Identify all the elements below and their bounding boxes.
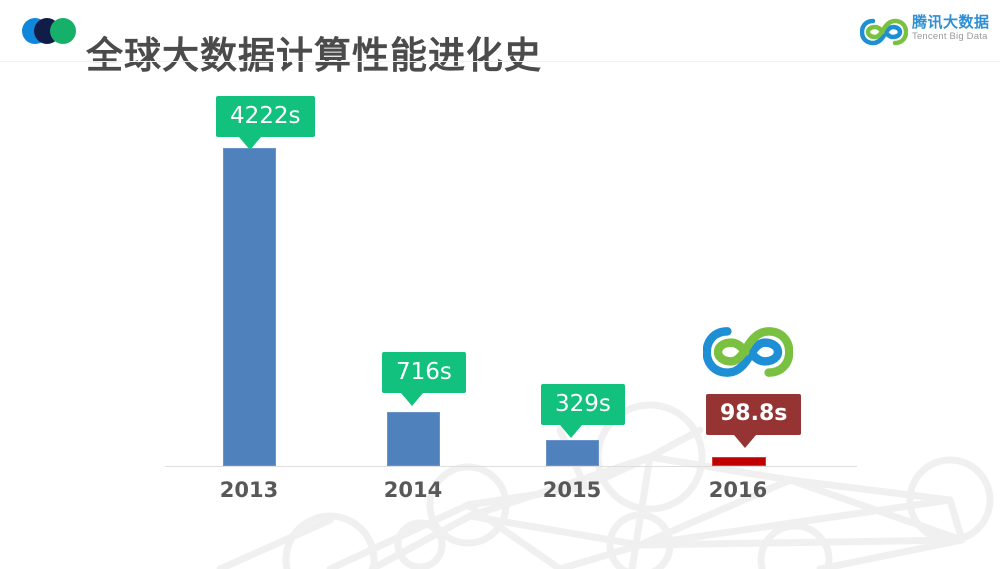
- header-divider: [0, 61, 1000, 62]
- value-label-2013: 4222s: [216, 96, 315, 150]
- brand-text: 腾讯大数据 Tencent Big Data: [912, 13, 996, 43]
- bar-2015: [546, 440, 599, 466]
- x-axis-label-2013: 2013: [219, 478, 279, 502]
- brand-name-cn: 腾讯大数据: [912, 13, 990, 31]
- value-label-2013-text: 4222s: [216, 96, 315, 137]
- bar-chart: 4222s 2013 716s 2014 329s 2015 98.8s 201…: [0, 62, 1000, 569]
- callout-tail: [239, 137, 261, 150]
- value-label-2016-text: 98.8s: [706, 394, 802, 435]
- dot-green-icon: [50, 18, 76, 44]
- value-label-2014: 716s: [382, 352, 466, 406]
- bar-2013: [223, 148, 276, 466]
- page-header: 全球大数据计算性能进化史 腾讯大数据 Tencent Big Data: [0, 0, 1000, 77]
- infinity-loop-icon: [860, 18, 908, 46]
- callout-tail: [401, 393, 423, 406]
- value-label-2015-text: 329s: [541, 384, 625, 425]
- callout-tail: [734, 435, 756, 448]
- x-axis-label-2014: 2014: [383, 478, 443, 502]
- callout-tail: [560, 425, 582, 438]
- value-label-2014-text: 716s: [382, 352, 466, 393]
- bar-2016: [712, 457, 766, 466]
- x-axis-label-2015: 2015: [542, 478, 602, 502]
- value-label-2016: 98.8s: [706, 394, 802, 448]
- bar-2014: [387, 412, 440, 466]
- value-label-2015: 329s: [541, 384, 625, 438]
- chart-baseline: [165, 466, 857, 467]
- chart-infinity-loop-icon: [703, 327, 793, 377]
- page-title: 全球大数据计算性能进化史: [86, 33, 542, 77]
- brand-name-en: Tencent Big Data: [912, 31, 988, 42]
- x-axis-label-2016: 2016: [708, 478, 768, 502]
- brand-dots-icon: [22, 18, 78, 44]
- tencent-big-data-logo: 腾讯大数据 Tencent Big Data: [854, 12, 994, 52]
